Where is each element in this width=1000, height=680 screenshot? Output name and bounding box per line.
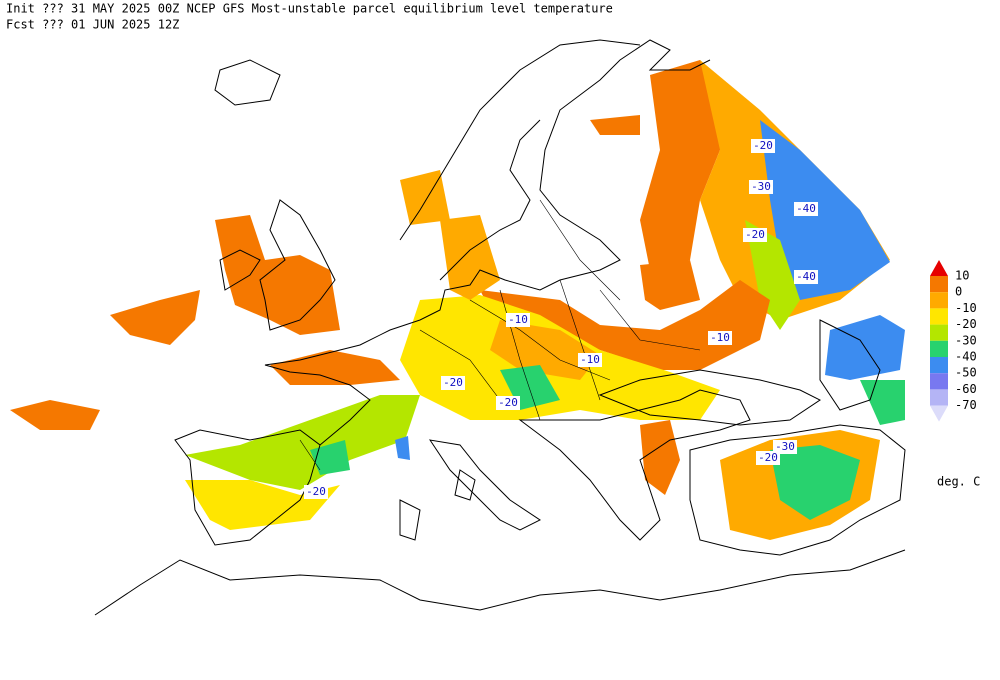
contour-labels: -20-30-40-20-40-10-10-10-20-20-20-30-20 (304, 139, 818, 499)
coastlines (94, 39, 906, 616)
contour-label: -40 (796, 270, 816, 283)
contour-label-bg (756, 451, 780, 465)
coastline (214, 59, 281, 106)
field-area (640, 260, 700, 310)
coastline (689, 424, 906, 556)
units-label: deg. C (937, 475, 980, 489)
coastline (819, 319, 881, 411)
contour-label: -40 (796, 202, 816, 215)
contour-label-bg (441, 376, 465, 390)
field-area (440, 215, 500, 300)
legend: 10 0 -10 -20 -30 -40 -50 -60 -70 (930, 260, 977, 422)
contour-label-bg (578, 353, 602, 367)
contour-label: -10 (710, 331, 730, 344)
contour-label-bg (743, 228, 767, 242)
legend-label: 10 (955, 269, 969, 283)
contour-label: -20 (758, 451, 778, 464)
field-area (590, 115, 640, 135)
legend-swatch (930, 308, 948, 325)
legend-swatch (930, 340, 948, 357)
coastline (598, 369, 821, 426)
contour-label-bg (773, 440, 797, 454)
init-line: Init ??? 31 MAY 2025 00Z NCEP GFS Most-u… (6, 2, 613, 16)
contour-label-bg (496, 396, 520, 410)
field-area (640, 420, 680, 495)
fcst-line: Fcst ??? 01 JUN 2025 12Z (6, 18, 179, 32)
coastline (518, 389, 751, 541)
contour-label-bg (794, 270, 818, 284)
contour-label: -20 (443, 376, 463, 389)
contour-label-bg (304, 485, 328, 499)
contour-label: -20 (498, 396, 518, 409)
field-area (310, 440, 350, 475)
field-area (185, 480, 340, 530)
legend-swatch (930, 276, 948, 293)
coastline (219, 249, 261, 291)
coastline (174, 429, 321, 546)
legend-label: -70 (955, 398, 977, 412)
contour-label: -20 (745, 228, 765, 241)
legend-swatch (930, 389, 948, 406)
legend-swatch (930, 373, 948, 390)
legend-label: -40 (955, 350, 977, 364)
field-area (110, 290, 200, 345)
legend-swatch (930, 324, 948, 341)
legend-label: -30 (955, 333, 977, 347)
legend-label: -20 (955, 317, 977, 331)
contour-label: -10 (580, 353, 600, 366)
legend-swatch (930, 405, 948, 422)
field-area (760, 120, 890, 300)
field-area (860, 380, 905, 425)
field-area (215, 215, 340, 335)
contour-label-bg (794, 202, 818, 216)
field-area (640, 60, 735, 270)
field-area (10, 400, 100, 430)
field-area (770, 445, 860, 520)
coastline (399, 39, 641, 241)
contour-label-bg (506, 313, 530, 327)
field-area (395, 436, 410, 460)
contour-label-bg (708, 331, 732, 345)
coastline (264, 39, 711, 446)
field-area (745, 220, 800, 330)
contour-label: -30 (751, 180, 771, 193)
border (299, 199, 701, 471)
legend-swatch (930, 260, 948, 276)
legend-label: -10 (955, 301, 977, 315)
coastline (428, 439, 541, 531)
field-area (400, 170, 450, 225)
contour-label: -20 (306, 485, 326, 498)
legend-label: -50 (955, 366, 977, 380)
legend-label: 0 (955, 285, 962, 299)
contour-label-bg (751, 139, 775, 153)
coastline (259, 199, 336, 331)
coastline (399, 469, 476, 541)
coastline (94, 549, 906, 616)
coastline (439, 119, 541, 281)
field-area (480, 280, 770, 370)
contour-label: -20 (753, 139, 773, 152)
field-area (270, 350, 400, 385)
contour-label: -30 (775, 440, 795, 453)
legend-label: -60 (955, 382, 977, 396)
contour-label: -10 (508, 313, 528, 326)
field-shading (10, 60, 905, 540)
contour-label-bg (749, 180, 773, 194)
legend-swatch (930, 292, 948, 309)
legend-swatch (930, 357, 948, 374)
field-area (185, 395, 420, 490)
